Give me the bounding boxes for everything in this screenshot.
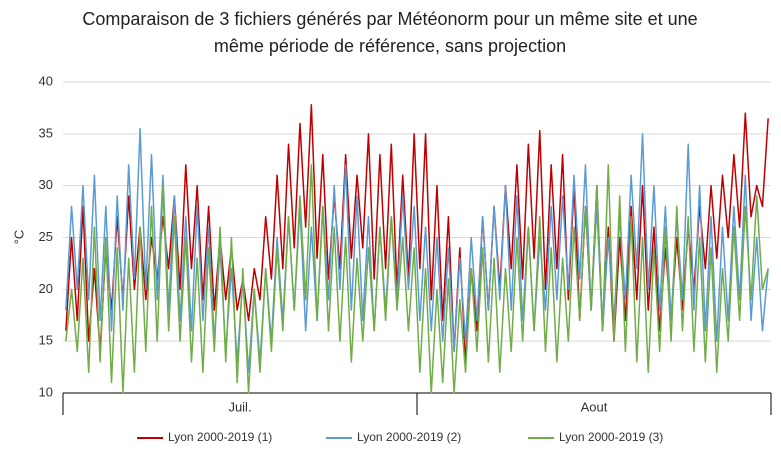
- y-tick-label: 25: [39, 229, 53, 244]
- legend-label: Lyon 2000-2019 (3): [559, 430, 663, 444]
- y-tick-label: 30: [39, 177, 53, 192]
- legend-label: Lyon 2000-2019 (2): [357, 430, 461, 444]
- x-group-label: Juil.: [228, 399, 251, 414]
- y-tick-label: 35: [39, 125, 53, 140]
- y-tick-label: 20: [39, 281, 53, 296]
- legend-label: Lyon 2000-2019 (1): [168, 430, 272, 444]
- y-tick-label: 40: [39, 73, 53, 88]
- chart-title: Comparaison de 3 fichiers générés par Mé…: [82, 9, 698, 56]
- y-axis-label: °C: [11, 230, 26, 245]
- y-tick-label: 15: [39, 333, 53, 348]
- series-line: [65, 127, 769, 374]
- series-line: [65, 164, 769, 394]
- series-line: [65, 104, 769, 363]
- x-group-label: Aout: [581, 399, 608, 414]
- y-tick-label: 10: [39, 384, 53, 399]
